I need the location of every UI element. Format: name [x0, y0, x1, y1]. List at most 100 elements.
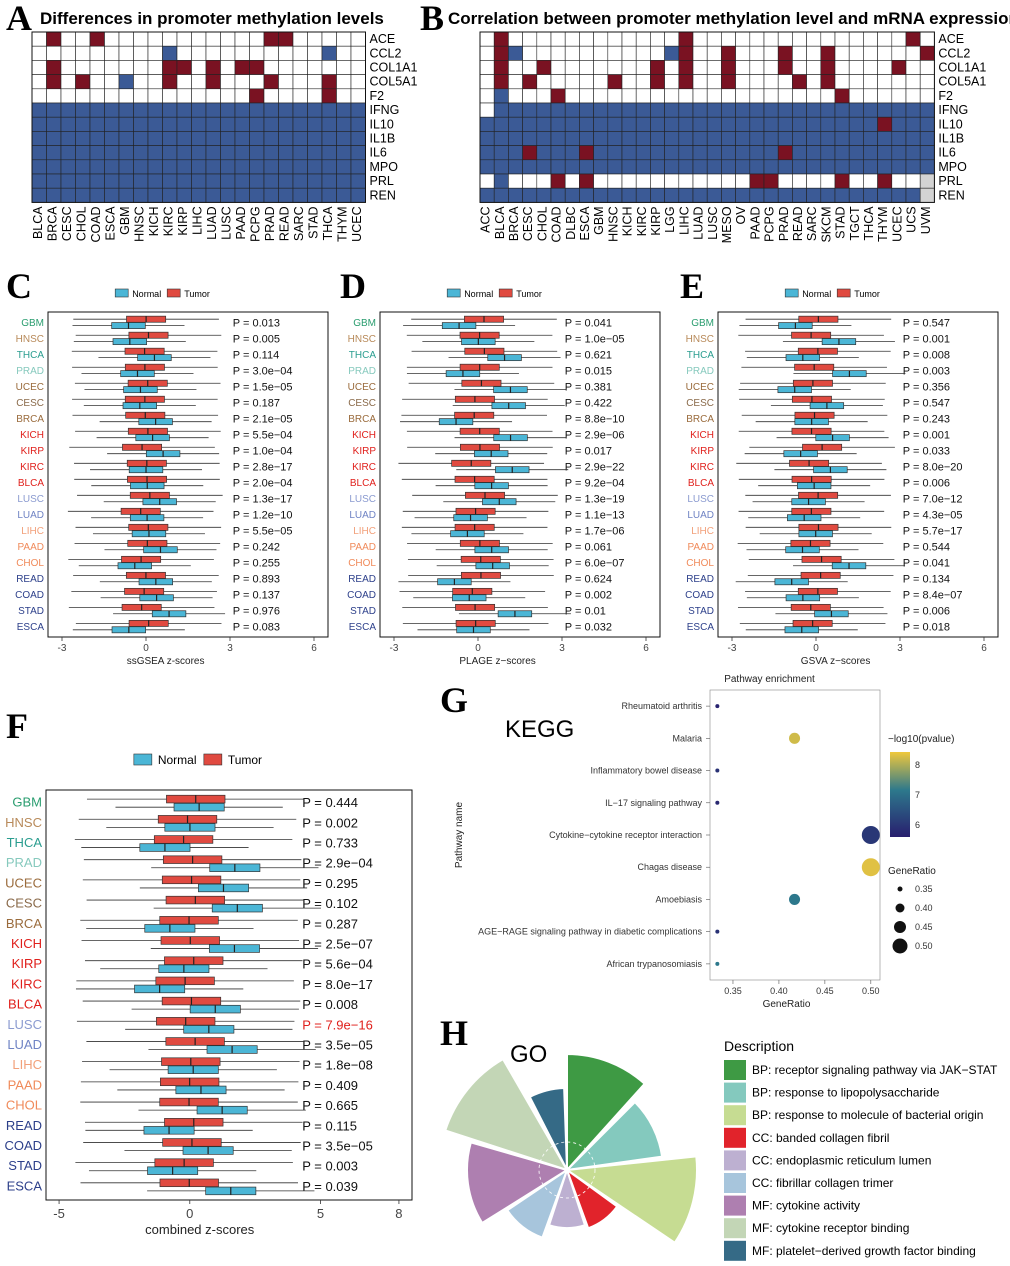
- heatmap-cell: [664, 88, 680, 104]
- heatmap-cell: [336, 145, 352, 161]
- heatmap-cell: [919, 131, 935, 146]
- cancer-label: UCEC: [16, 382, 44, 393]
- heatmap-cell: [104, 159, 120, 175]
- heatmap-cell: [905, 60, 921, 75]
- rose-slice: [564, 1167, 619, 1230]
- heatmap-cell: [820, 187, 836, 203]
- heatmap-cell: [848, 116, 864, 132]
- p-value: P = 0.356: [903, 381, 950, 393]
- heatmap-cell: [749, 102, 765, 118]
- cancer-label: LUSC: [17, 494, 44, 505]
- legend-swatch: [724, 1150, 746, 1171]
- cancer-label: THCA: [687, 350, 715, 361]
- heatmap-cell: [721, 131, 736, 146]
- gene-label: COL5A1: [370, 75, 418, 89]
- cancer-label: KIRP: [12, 956, 42, 971]
- heatmap-cell: [735, 74, 751, 90]
- heatmap-cell: [692, 45, 708, 61]
- heatmap-cell: [706, 145, 722, 161]
- heatmap-cell: [336, 45, 352, 61]
- cancer-label: LIHC: [353, 526, 376, 537]
- cancer-label: THCA: [862, 206, 876, 241]
- size-legend-dot: [895, 903, 905, 913]
- heatmap-cell: [834, 60, 850, 75]
- heatmap-cell: [60, 102, 76, 118]
- heatmap-cell: [234, 74, 250, 90]
- heatmap-cell: [905, 131, 921, 146]
- heatmap-cell: [848, 145, 864, 161]
- heatmap-cell: [834, 88, 850, 104]
- heatmap-cell: [147, 131, 163, 146]
- heatmap-cell: [147, 60, 163, 75]
- legend-normal-label: Normal: [464, 289, 493, 299]
- heatmap-cell: [777, 173, 793, 189]
- heatmap-cell: [721, 74, 736, 90]
- heatmap-cell: [834, 159, 850, 175]
- heatmap-cell: [579, 116, 594, 132]
- heatmap-cell: [834, 187, 850, 203]
- heatmap-cell: [31, 116, 47, 132]
- heatmap-cell: [118, 31, 134, 47]
- cancer-label: ESCA: [7, 1178, 43, 1193]
- heatmap-cell: [721, 45, 736, 61]
- heatmap-cell: [692, 88, 708, 104]
- cancer-label: READ: [6, 1118, 42, 1133]
- heatmap-cell: [479, 60, 495, 75]
- heatmap-cell: [89, 145, 105, 161]
- heatmap-cell: [678, 88, 694, 104]
- heatmap-cell: [607, 31, 623, 47]
- heatmap-cell: [749, 31, 765, 47]
- p-value: P = 0.547: [903, 397, 950, 409]
- pathway-dot: [861, 858, 880, 877]
- heatmap-cell: [678, 31, 694, 47]
- heatmap-cell: [147, 187, 163, 203]
- heatmap-cell: [147, 145, 163, 161]
- h-legend-title: Description: [724, 1038, 794, 1054]
- heatmap-cell: [635, 173, 651, 189]
- p-value: P = 0.001: [903, 333, 950, 345]
- heatmap-cell: [919, 116, 935, 132]
- p-value: P = 0.006: [903, 606, 950, 618]
- heatmap-cell: [60, 131, 76, 146]
- x-axis-title: ssGSEA z-scores: [127, 656, 205, 667]
- cancer-label: LUSC: [687, 494, 714, 505]
- cancer-label: LUAD: [687, 510, 714, 521]
- cancer-label: ESCA: [349, 622, 377, 633]
- cancer-label: LUAD: [205, 206, 219, 239]
- heatmap-cell: [292, 102, 308, 118]
- heatmap-cell: [321, 159, 337, 175]
- heatmap-cell: [147, 173, 163, 189]
- heatmap-cell: [905, 45, 921, 61]
- legend-tumor-label: Tumor: [228, 753, 262, 767]
- heatmap-cell: [820, 131, 836, 146]
- heatmap-cell: [621, 187, 637, 203]
- heatmap-cell: [692, 131, 708, 146]
- heatmap-cell: [479, 74, 495, 90]
- heatmap-cell: [792, 116, 807, 132]
- heatmap-cell: [133, 145, 149, 161]
- heatmap-cell: [234, 145, 250, 161]
- heatmap-cell: [46, 102, 62, 118]
- heatmap-cell: [162, 187, 178, 203]
- p-value: P = 0.061: [565, 542, 612, 554]
- heatmap-cell: [75, 116, 91, 132]
- heatmap-cell: [564, 31, 580, 47]
- panel-letter-b: B: [420, 0, 444, 38]
- heatmap-cell: [806, 159, 822, 175]
- gene-label: IFNG: [938, 103, 968, 117]
- heatmap-cell: [777, 88, 793, 104]
- heatmap-cell: [607, 159, 623, 175]
- pathway-label: African trypanosomiasis: [606, 959, 702, 969]
- color-tick-label: 8: [915, 760, 920, 770]
- heatmap-cell: [891, 74, 907, 90]
- pathway-label: Chagas disease: [637, 862, 702, 872]
- p-value: P = 0.002: [565, 590, 612, 602]
- heatmap-cell: [508, 145, 523, 161]
- cancer-label: KIRC: [161, 206, 175, 236]
- gene-label: COL1A1: [938, 60, 986, 74]
- cancer-label: THCA: [321, 206, 335, 241]
- cancer-label: LUSC: [7, 1017, 42, 1032]
- heatmap-cell: [564, 145, 580, 161]
- cancer-label: DLBC: [564, 206, 578, 239]
- heatmap-cell: [877, 74, 893, 90]
